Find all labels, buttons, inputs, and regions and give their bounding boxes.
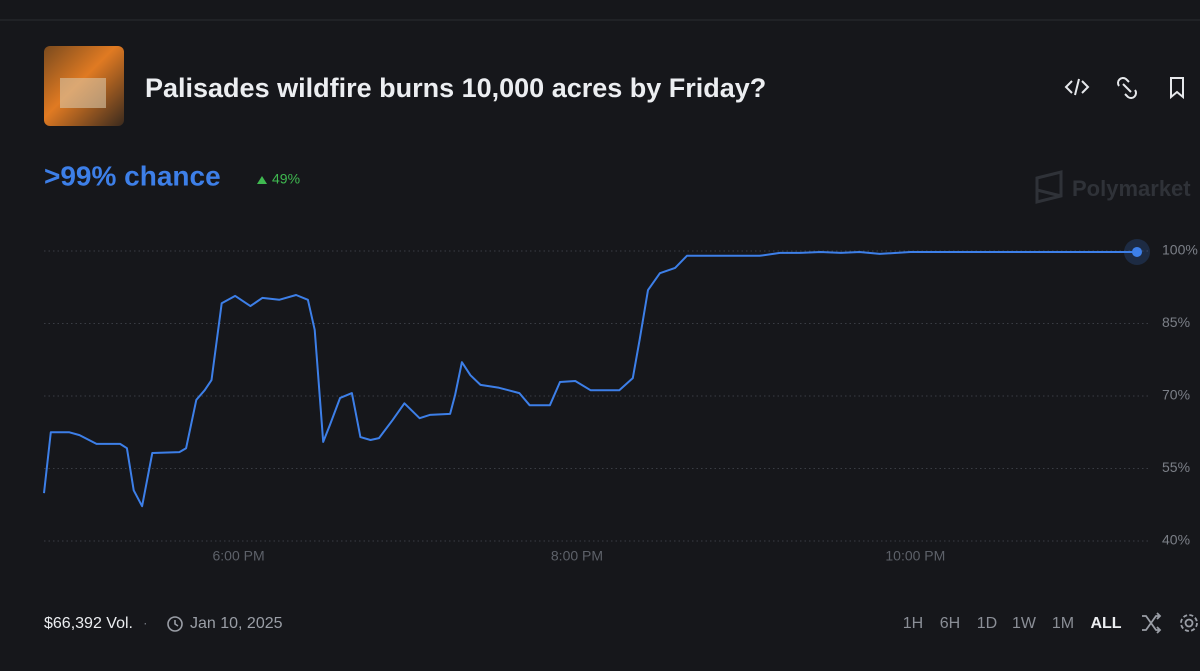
change: 49% (272, 171, 300, 187)
x-tick-label: 6:00 PM (213, 548, 265, 564)
range-button[interactable]: 6H (940, 615, 960, 632)
clock-icon (167, 616, 183, 632)
range-button[interactable]: 1D (977, 615, 997, 632)
separator: · (143, 615, 148, 631)
bookmark-icon[interactable] (1170, 77, 1184, 100)
y-tick-label: 85% (1162, 314, 1190, 330)
market-title: Palisades wildfire burns 10,000 acres by… (145, 73, 766, 103)
range-button[interactable]: 1H (903, 615, 923, 632)
up-arrow (257, 176, 267, 184)
y-tick-label: 70% (1162, 387, 1190, 403)
volume: $66,392 Vol. (44, 615, 133, 632)
chart: 40% 55% 70% 85% 100% 6:00 PM 8:00 PM 10:00 PM (43, 238, 1198, 564)
range-button[interactable]: 1W (1012, 615, 1037, 632)
link-icon[interactable] (1117, 77, 1137, 99)
embed-icon[interactable] (1064, 78, 1090, 96)
controls (1142, 612, 1198, 634)
range-buttons: 1H 6H 1D 1W 1M ALL (903, 615, 1122, 632)
x-tick-label: 10:00 PM (885, 548, 945, 564)
settings-icon[interactable] (1184, 618, 1194, 628)
watermark: Polymarket (1072, 176, 1191, 201)
range-button[interactable]: 1M (1052, 615, 1074, 632)
shuffle-icon[interactable] (1142, 612, 1162, 634)
price-line (43, 251, 1137, 508)
y-tick-label: 100% (1162, 242, 1198, 258)
y-tick-label: 55% (1162, 459, 1190, 475)
y-tick-label: 40% (1162, 532, 1190, 548)
watermark-logo (1035, 170, 1063, 204)
chance: >99% chance (44, 160, 221, 191)
date: Jan 10, 2025 (190, 615, 283, 632)
x-tick-label: 8:00 PM (551, 548, 603, 564)
range-button[interactable]: ALL (1090, 615, 1121, 632)
end-dot (1132, 246, 1142, 257)
actions (1064, 77, 1184, 100)
image-house (60, 78, 106, 108)
